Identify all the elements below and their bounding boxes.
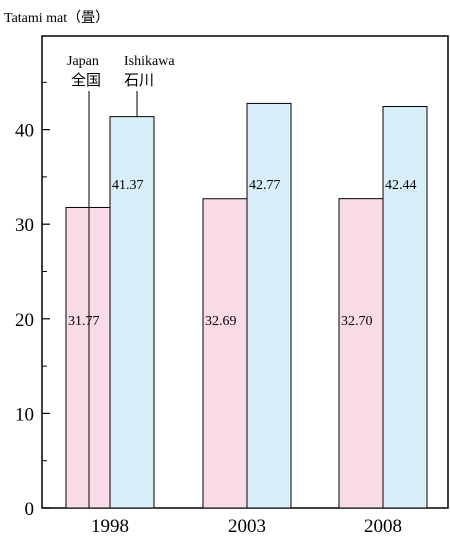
y-unit-label: Tatami mat（畳） [4,10,109,26]
data-label-japan-2008: 32.70 [341,314,373,329]
legend: Japan 全国 Ishikawa 石川 [67,54,175,508]
x-tick-label: 1998 [91,516,129,537]
bar-ishikawa-1998 [109,116,155,509]
x-axis: 1998 2003 2008 [91,516,402,537]
legend-ishikawa-ja: 石川 [124,71,154,89]
bar-japan-1998 [65,206,111,509]
legend-ishikawa-en: Ishikawa [124,54,175,69]
data-label-japan-1998: 31.77 [68,314,100,329]
data-label-ishikawa-1998: 41.37 [112,178,144,193]
bar-ishikawa-2003 [246,102,292,509]
legend-japan-ja: 全国 [71,71,101,89]
y-tick-label: 10 [15,404,34,425]
bar-japan-2008 [338,198,384,509]
data-label-ishikawa-2008: 42.44 [385,178,417,193]
bars: 31.77 41.37 32.69 42.77 32.70 42.44 [65,102,428,509]
bar-japan-2003 [202,198,248,509]
y-tick-label: 20 [15,310,34,331]
x-tick-label: 2008 [364,516,402,537]
x-tick-label: 2003 [228,516,266,537]
y-tick-label: 40 [15,121,34,142]
data-label-japan-2003: 32.69 [205,314,237,329]
y-tick-label: 30 [15,215,34,236]
y-axis: 0 10 20 30 40 [15,81,50,520]
bar-ishikawa-2008 [382,106,428,509]
data-label-ishikawa-2003: 42.77 [249,178,281,193]
y-tick-label: 0 [25,499,35,520]
legend-japan-en: Japan [67,54,99,69]
